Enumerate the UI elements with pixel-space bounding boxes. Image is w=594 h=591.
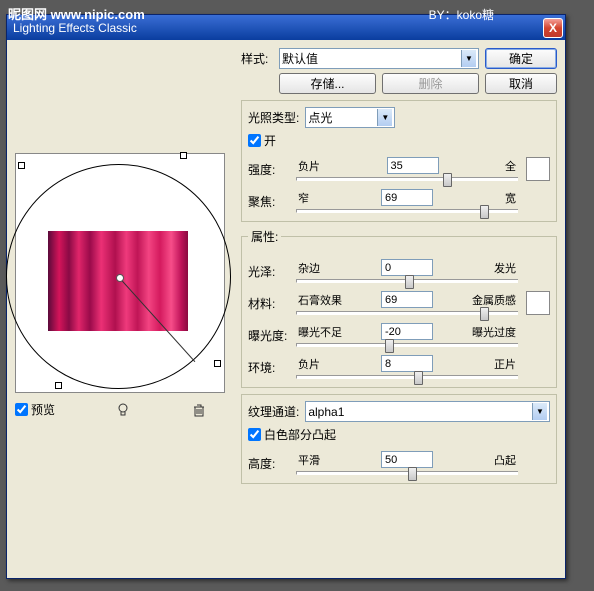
preview-checkbox-input[interactable]	[15, 403, 28, 416]
trash-icon[interactable]	[191, 402, 207, 418]
save-button[interactable]: 存储...	[279, 73, 376, 94]
slider-thumb[interactable]	[480, 205, 489, 219]
exposure-max: 曝光过度	[472, 324, 516, 340]
ambience-slider[interactable]	[296, 375, 518, 379]
light-handle[interactable]	[180, 152, 187, 159]
ambience-min: 负片	[298, 356, 320, 372]
ambience-max: 正片	[494, 356, 516, 372]
texture-select[interactable]: alpha1 ▼	[305, 401, 550, 422]
style-select[interactable]: 默认值 ▼	[279, 48, 479, 69]
exposure-input[interactable]	[381, 323, 433, 340]
slider-thumb[interactable]	[414, 371, 423, 385]
cancel-button[interactable]: 取消	[485, 73, 557, 94]
light-handle[interactable]	[55, 382, 62, 389]
chevron-down-icon: ▼	[532, 403, 547, 420]
height-slider[interactable]	[296, 471, 518, 475]
focus-min: 窄	[298, 190, 309, 206]
material-slider[interactable]	[296, 311, 518, 315]
light-type-group: 光照类型: 点光 ▼ 开 强度: 负片	[241, 100, 557, 222]
intensity-max: 全	[505, 158, 516, 174]
light-color-swatch[interactable]	[526, 157, 550, 181]
preview-checkbox[interactable]: 预览	[15, 401, 55, 418]
material-min: 石膏效果	[298, 292, 342, 308]
watermark-text: 昵图网 www.nipic.com	[8, 4, 145, 23]
white-high-checkbox[interactable]: 白色部分凸起	[248, 426, 550, 443]
ambience-label: 环境:	[248, 359, 292, 376]
chevron-down-icon: ▼	[377, 109, 392, 126]
properties-legend: 属性:	[248, 228, 281, 245]
light-type-value: 点光	[308, 109, 332, 126]
focus-max: 宽	[505, 190, 516, 206]
height-label: 高度:	[248, 455, 292, 472]
author-text: BY：koko糖	[429, 6, 494, 23]
gloss-label: 光泽:	[248, 263, 292, 280]
white-high-input[interactable]	[248, 428, 261, 441]
on-checkbox-input[interactable]	[248, 134, 261, 147]
chevron-down-icon: ▼	[461, 50, 476, 67]
bulb-icon[interactable]	[115, 402, 131, 418]
ambient-color-swatch[interactable]	[526, 291, 550, 315]
light-center-handle[interactable]	[116, 274, 124, 282]
lighting-effects-dialog: Lighting Effects Classic X	[6, 14, 566, 579]
ambience-input[interactable]	[381, 355, 433, 372]
focus-input[interactable]	[381, 189, 433, 206]
height-min: 平滑	[298, 452, 320, 468]
close-button[interactable]: X	[543, 18, 563, 38]
gloss-max: 发光	[494, 260, 516, 276]
height-input[interactable]	[381, 451, 433, 468]
intensity-label: 强度:	[248, 161, 292, 178]
texture-group: 纹理通道: alpha1 ▼ 白色部分凸起 高度:	[241, 394, 557, 484]
on-checkbox[interactable]: 开	[248, 132, 550, 149]
material-max: 金属质感	[472, 292, 516, 308]
preview-canvas[interactable]	[15, 153, 225, 393]
on-label: 开	[264, 132, 276, 149]
style-label: 样式:	[241, 50, 273, 67]
light-handle[interactable]	[18, 162, 25, 169]
light-type-label: 光照类型:	[248, 109, 299, 126]
slider-thumb[interactable]	[480, 307, 489, 321]
properties-group: 属性: 光泽: 杂边 发光	[241, 228, 557, 388]
exposure-label: 曝光度:	[248, 327, 292, 344]
slider-thumb[interactable]	[408, 467, 417, 481]
gloss-slider[interactable]	[296, 279, 518, 283]
white-high-label: 白色部分凸起	[264, 426, 336, 443]
light-type-select[interactable]: 点光 ▼	[305, 107, 395, 128]
intensity-input[interactable]	[387, 157, 439, 174]
style-value: 默认值	[282, 50, 318, 67]
height-max: 凸起	[494, 452, 516, 468]
slider-thumb[interactable]	[385, 339, 394, 353]
focus-label: 聚焦:	[248, 193, 292, 210]
gloss-input[interactable]	[381, 259, 433, 276]
gloss-min: 杂边	[298, 260, 320, 276]
preview-checkbox-label: 预览	[31, 401, 55, 418]
material-label: 材料:	[248, 295, 292, 312]
focus-slider[interactable]	[296, 209, 518, 213]
exposure-min: 曝光不足	[298, 324, 342, 340]
exposure-slider[interactable]	[296, 343, 518, 347]
slider-thumb[interactable]	[443, 173, 452, 187]
texture-value: alpha1	[308, 405, 344, 419]
ok-button[interactable]: 确定	[485, 48, 557, 69]
intensity-slider[interactable]	[296, 177, 518, 181]
material-input[interactable]	[381, 291, 433, 308]
texture-label: 纹理通道:	[248, 403, 299, 420]
delete-button[interactable]: 删除	[382, 73, 479, 94]
slider-thumb[interactable]	[405, 275, 414, 289]
intensity-min: 负片	[298, 158, 320, 174]
light-handle[interactable]	[214, 360, 221, 367]
